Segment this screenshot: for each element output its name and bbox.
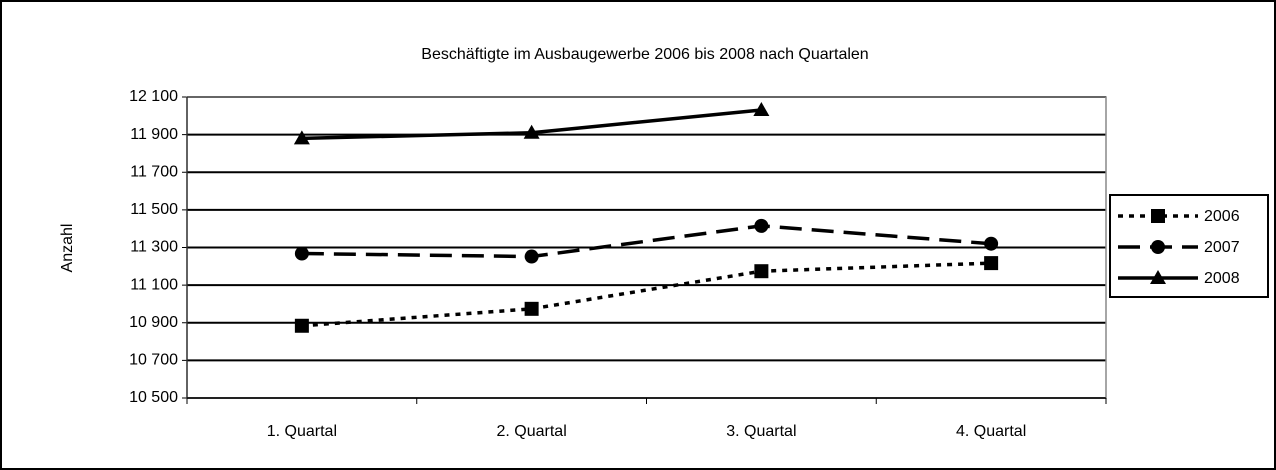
marker bbox=[754, 264, 769, 279]
marker bbox=[984, 256, 999, 271]
legend-label: 2008 bbox=[1204, 270, 1240, 287]
x-tick-label: 1. Quartal bbox=[267, 423, 337, 440]
legend-label: 2006 bbox=[1204, 208, 1240, 225]
y-tick-label: 11 900 bbox=[130, 126, 178, 143]
legend-marker bbox=[1151, 240, 1165, 254]
x-tick-label: 4. Quartal bbox=[956, 423, 1026, 440]
y-tick-label: 11 700 bbox=[130, 163, 178, 180]
x-tick-label: 2. Quartal bbox=[496, 423, 566, 440]
series-line bbox=[301, 224, 992, 259]
marker bbox=[754, 218, 769, 233]
marker bbox=[293, 130, 310, 145]
y-tick-label: 10 500 bbox=[129, 389, 178, 406]
marker bbox=[294, 246, 309, 261]
marker bbox=[524, 249, 539, 264]
chart-title: Beschäftigte im Ausbaugewerbe 2006 bis 2… bbox=[421, 46, 868, 63]
y-tick-label: 12 100 bbox=[129, 88, 178, 105]
y-tick-label: 11 300 bbox=[130, 239, 178, 256]
marker bbox=[524, 301, 539, 316]
y-tick-label: 11 100 bbox=[130, 276, 178, 293]
legend-marker bbox=[1150, 270, 1166, 284]
y-tick-label: 11 500 bbox=[130, 201, 178, 218]
marker bbox=[294, 318, 309, 333]
marker bbox=[984, 236, 999, 251]
y-tick-label: 10 900 bbox=[129, 314, 178, 331]
y-tick-label: 10 700 bbox=[129, 352, 178, 369]
x-tick-label: 3. Quartal bbox=[726, 423, 796, 440]
y-axis-label: Anzahl bbox=[59, 224, 76, 273]
legend-label: 2007 bbox=[1204, 239, 1240, 256]
marker bbox=[523, 124, 540, 139]
marker bbox=[753, 101, 770, 116]
legend-marker bbox=[1151, 209, 1165, 223]
